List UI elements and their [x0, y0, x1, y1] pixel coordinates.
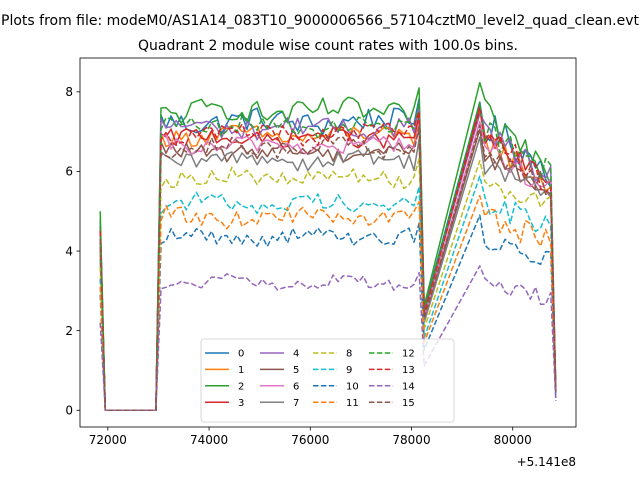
series-line-4 [99, 104, 557, 412]
legend-label-2: 2 [238, 381, 244, 392]
series-line-8 [99, 158, 557, 412]
plot-title: Quadrant 2 module wise count rates with … [138, 38, 518, 54]
x-tick-label: 80000 [494, 433, 532, 447]
legend-label-0: 0 [238, 349, 244, 360]
legend-label-6: 6 [293, 381, 299, 392]
x-offset-label: +5.141e8 [517, 455, 576, 469]
y-tick-label: 2 [65, 324, 73, 338]
y-tick-label: 4 [65, 244, 73, 258]
series-line-13 [99, 109, 557, 412]
legend-label-12: 12 [402, 349, 415, 360]
series-line-12 [99, 101, 557, 412]
legend-label-3: 3 [238, 398, 244, 409]
series-line-10 [99, 214, 557, 412]
series-line-9 [99, 175, 557, 412]
plot-area: 72000 74000 76000 78000 80000 0 2 4 6 8 +5.141e8 [65, 57, 577, 469]
legend-label-8: 8 [346, 349, 352, 360]
series-line-14 [99, 265, 557, 412]
legend-label-10: 10 [346, 381, 359, 392]
series-line-3 [99, 105, 557, 412]
legend-label-5: 5 [293, 365, 299, 376]
x-tick-label: 78000 [392, 433, 430, 447]
series-line-1 [99, 109, 557, 412]
figure-suptitle: Plots from file: modeM0/AS1A14_083T10_90… [1, 13, 639, 29]
series-line-11 [99, 194, 557, 412]
legend-label-14: 14 [402, 381, 415, 392]
series-line-5 [99, 128, 557, 412]
y-tick-label: 0 [65, 404, 73, 418]
x-tick-label: 76000 [291, 433, 329, 447]
y-tick-label: 6 [65, 165, 73, 179]
legend-label-1: 1 [238, 365, 244, 376]
x-tick-label: 74000 [190, 433, 228, 447]
series-line-2 [99, 81, 557, 412]
legend-box [200, 338, 455, 423]
legend-label-11: 11 [346, 398, 359, 409]
legend-label-4: 4 [293, 349, 299, 360]
legend-label-7: 7 [293, 398, 299, 409]
x-tick-label: 72000 [89, 433, 127, 447]
legend-label-15: 15 [402, 398, 415, 409]
axes-frame [79, 57, 577, 428]
series-line-15 [99, 124, 557, 412]
legend-label-9: 9 [346, 365, 352, 376]
y-tick-label: 8 [65, 85, 73, 99]
legend-label-13: 13 [402, 365, 415, 376]
